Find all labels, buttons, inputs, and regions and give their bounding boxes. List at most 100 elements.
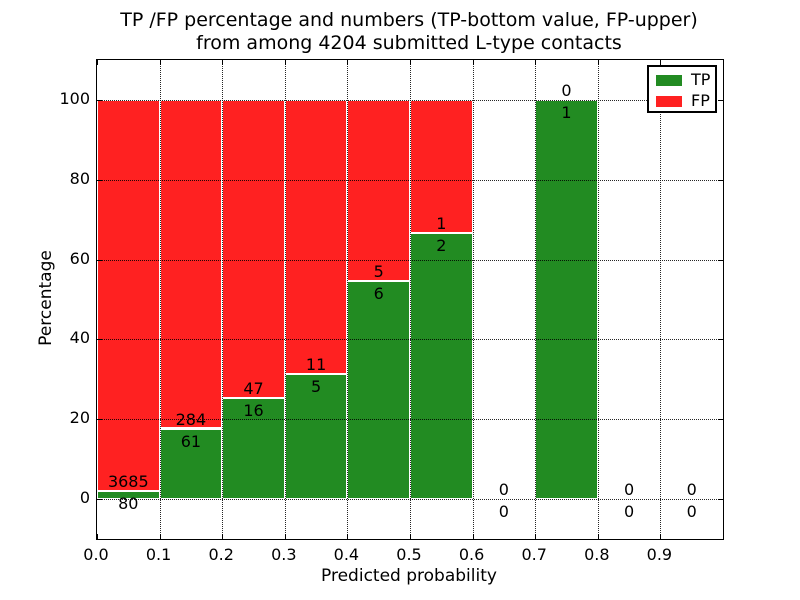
tp-count-label: 61 — [180, 431, 202, 451]
x-axis-label: Predicted probability — [321, 566, 497, 586]
y-tick-mark-right — [718, 499, 723, 501]
y-tick-mark-right — [718, 259, 723, 261]
x-tick-mark — [597, 534, 599, 539]
y-tick-mark-right — [718, 339, 723, 341]
x-tick-mark-top — [410, 60, 411, 65]
legend-row-fp: FP — [649, 91, 715, 110]
legend-label-tp: TP — [691, 70, 711, 89]
x-tick-label: 0.1 — [145, 545, 172, 564]
x-tick-label: 0.0 — [83, 545, 109, 564]
y-tick-label: 20 — [69, 408, 90, 428]
fp-bar-segment — [222, 99, 285, 398]
x-tick-mark — [222, 534, 224, 539]
fp-count-label: 3685 — [107, 471, 149, 491]
tp-bar-segment — [159, 428, 223, 500]
chart-title-line2: from among 4204 submitted L-type contact… — [196, 32, 622, 54]
x-tick-mark-top — [222, 60, 224, 65]
legend: TP FP — [647, 65, 717, 113]
x-grid-line — [410, 60, 411, 539]
x-grid-line — [347, 60, 349, 539]
x-tick-mark — [472, 534, 474, 539]
x-tick-mark — [159, 534, 161, 539]
x-tick-mark-top — [97, 60, 98, 65]
x-tick-mark-top — [660, 60, 662, 65]
x-tick-mark-top — [597, 60, 599, 65]
fp-bar-segment — [97, 99, 160, 491]
x-tick-mark — [410, 534, 411, 539]
plot-area: 3685 80 284 61 47 16 11 5 5 6 1 2 0 0 0 1 0 0 0 0 — [96, 59, 724, 540]
x-tick-mark — [284, 534, 286, 539]
tp-count-label: 0 — [624, 502, 635, 522]
x-tick-mark-top — [535, 60, 537, 65]
y-tick-label: 100 — [59, 88, 90, 108]
legend-swatch-fp — [656, 96, 682, 107]
fp-count-label: 0 — [561, 80, 572, 100]
x-tick-label: 0.4 — [333, 545, 360, 564]
fp-count-label: 11 — [305, 355, 327, 375]
x-tick-label: 0.9 — [646, 545, 673, 564]
y-tick-mark-right — [718, 179, 723, 181]
x-grid-line — [472, 60, 474, 539]
y-tick-mark — [97, 259, 102, 261]
x-tick-mark-top — [472, 60, 474, 65]
fp-bar-segment — [347, 99, 410, 282]
y-tick-mark-right — [718, 419, 723, 421]
tp-count-label: 0 — [498, 502, 509, 522]
y-tick-mark — [97, 179, 102, 181]
tp-bar-segment — [410, 232, 473, 500]
fp-bar-segment — [159, 99, 223, 429]
tp-count-label: 16 — [243, 400, 264, 420]
tp-bar-segment — [535, 99, 598, 500]
x-tick-label: 0.5 — [396, 545, 422, 564]
x-tick-label: 0.3 — [271, 545, 297, 564]
y-tick-label: 0 — [79, 488, 90, 508]
x-tick-label: 0.6 — [458, 545, 485, 564]
y-tick-mark — [97, 499, 102, 501]
y-tick-label: 80 — [69, 168, 90, 188]
fp-count-label: 0 — [686, 480, 697, 500]
x-grid-line — [159, 60, 161, 539]
x-tick-mark-top — [723, 60, 724, 65]
x-grid-line — [535, 60, 537, 539]
tp-count-label: 0 — [686, 502, 697, 522]
chart-title: TP /FP percentage and numbers (TP-bottom… — [96, 9, 722, 55]
fp-count-label: 0 — [498, 480, 509, 500]
y-tick-label: 40 — [69, 328, 90, 348]
x-grid-line — [222, 60, 224, 539]
chart-title-line1: TP /FP percentage and numbers (TP-bottom… — [120, 9, 698, 31]
x-tick-label: 0.8 — [584, 545, 610, 564]
y-tick-mark — [97, 339, 102, 341]
y-tick-mark-right — [718, 99, 723, 101]
fp-count-label: 284 — [175, 409, 207, 429]
tp-count-label: 1 — [561, 102, 572, 122]
x-tick-mark — [723, 534, 724, 539]
tp-count-label: 80 — [118, 493, 139, 513]
x-tick-mark — [97, 534, 98, 539]
tp-bar-segment — [97, 490, 160, 500]
x-grid-line — [284, 60, 286, 539]
y-tick-label: 60 — [69, 248, 90, 268]
fp-count-label: 5 — [373, 262, 384, 282]
x-tick-mark-top — [159, 60, 161, 65]
fp-count-label: 47 — [243, 378, 264, 398]
legend-row-tp: TP — [649, 70, 715, 89]
y-tick-mark — [97, 99, 102, 101]
y-tick-mark — [97, 419, 102, 421]
tp-bar-segment — [284, 374, 348, 500]
x-grid-line — [660, 60, 662, 539]
x-tick-label: 0.7 — [521, 545, 547, 564]
tp-bar-segment — [347, 281, 410, 500]
tp-count-label: 5 — [311, 377, 322, 397]
x-tick-mark — [535, 534, 537, 539]
x-tick-label: 0.2 — [208, 545, 234, 564]
fp-bar-segment — [284, 99, 348, 375]
x-tick-mark-top — [347, 60, 349, 65]
fp-count-label: 0 — [624, 480, 635, 500]
x-tick-mark — [347, 534, 349, 539]
tp-count-label: 6 — [373, 284, 384, 304]
tp-count-label: 2 — [436, 235, 447, 255]
fp-count-label: 1 — [436, 213, 447, 233]
x-tick-mark — [660, 534, 662, 539]
legend-label-fp: FP — [691, 91, 710, 110]
